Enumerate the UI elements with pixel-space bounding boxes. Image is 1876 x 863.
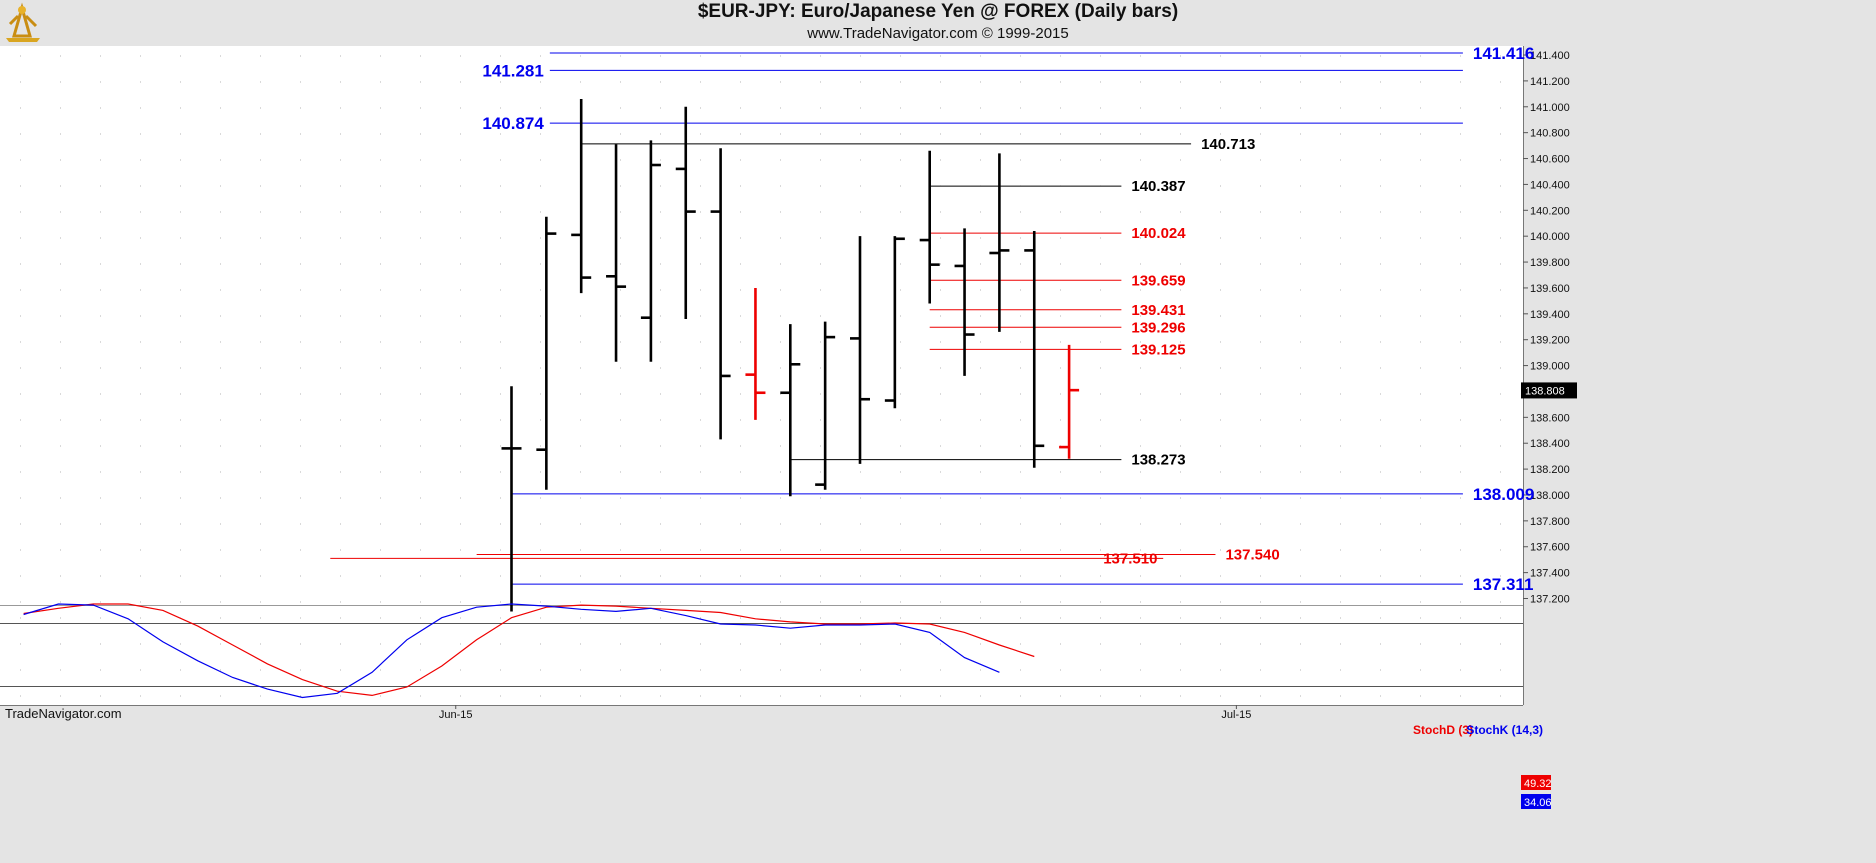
level-label: 137.540 bbox=[1225, 547, 1279, 564]
level-label: 139.431 bbox=[1131, 302, 1185, 319]
level-label: 137.510 bbox=[1103, 550, 1157, 567]
y-tick-label: 140.800 bbox=[1530, 128, 1570, 140]
stoch-value-tag bbox=[1521, 775, 1551, 790]
grid-dots bbox=[20, 55, 1501, 697]
price-panel bbox=[0, 46, 1523, 605]
stoch-value-label: 49.32 bbox=[1524, 778, 1552, 790]
stoch-legend-label: StochD (3) bbox=[1413, 723, 1473, 737]
x-tick-label: Jul-15 bbox=[1221, 709, 1251, 721]
y-tick-label: 139.200 bbox=[1530, 335, 1570, 347]
y-tick-label: 141.400 bbox=[1530, 50, 1570, 62]
level-label: 141.416 bbox=[1473, 44, 1534, 63]
stoch-legend-label: StochK (14,3) bbox=[1466, 723, 1543, 737]
y-tick-label: 138.600 bbox=[1530, 412, 1570, 424]
stoch-value-tag bbox=[1521, 794, 1551, 809]
level-label: 139.125 bbox=[1131, 341, 1185, 358]
stochastic-panel bbox=[0, 606, 1523, 705]
chart-title: $EUR-JPY: Euro/Japanese Yen @ FOREX (Dai… bbox=[697, 1, 1179, 22]
y-tick-label: 138.200 bbox=[1530, 464, 1570, 476]
chart-subtitle: www.TradeNavigator.com © 1999-2015 bbox=[807, 25, 1069, 42]
y-tick-label: 137.800 bbox=[1530, 516, 1570, 528]
level-label: 140.024 bbox=[1131, 225, 1186, 242]
y-tick-label: 140.600 bbox=[1530, 154, 1570, 166]
last-price-label: 138.808 bbox=[1525, 385, 1565, 397]
y-tick-label: 139.400 bbox=[1530, 309, 1570, 321]
level-label: 140.387 bbox=[1131, 178, 1185, 195]
y-tick-label: 141.000 bbox=[1530, 102, 1570, 114]
y-tick-label: 137.200 bbox=[1530, 594, 1570, 606]
level-label: 140.874 bbox=[482, 114, 544, 133]
level-label: 140.713 bbox=[1201, 136, 1255, 153]
y-tick-label: 139.600 bbox=[1530, 283, 1570, 295]
y-tick-label: 137.400 bbox=[1530, 568, 1570, 580]
y-tick-label: 140.000 bbox=[1530, 231, 1570, 243]
y-tick-label: 139.800 bbox=[1530, 257, 1570, 269]
level-label: 138.009 bbox=[1473, 485, 1534, 504]
stoch-value-label: 34.06 bbox=[1524, 797, 1552, 809]
y-tick-label: 139.000 bbox=[1530, 361, 1570, 373]
level-label: 141.281 bbox=[482, 61, 543, 80]
x-tick-label: Jun-15 bbox=[439, 709, 473, 721]
stoch-series-line bbox=[23, 603, 1000, 699]
y-tick-label: 138.000 bbox=[1530, 490, 1570, 502]
level-label: 137.311 bbox=[1473, 575, 1534, 594]
chart-header: $EUR-JPY: Euro/Japanese Yen @ FOREX (Dai… bbox=[0, 0, 1876, 46]
level-label: 138.273 bbox=[1131, 452, 1185, 469]
y-tick-label: 140.400 bbox=[1530, 179, 1570, 191]
level-label: 139.296 bbox=[1131, 319, 1185, 336]
y-tick-label: 137.600 bbox=[1530, 542, 1570, 554]
y-tick-label: 140.200 bbox=[1530, 205, 1570, 217]
watermark: TradeNavigator.com bbox=[5, 706, 122, 721]
level-label: 139.659 bbox=[1131, 272, 1185, 289]
y-tick-label: 138.400 bbox=[1530, 438, 1570, 450]
y-tick-label: 141.200 bbox=[1530, 76, 1570, 88]
stoch-series-line bbox=[23, 603, 1035, 697]
tradenavigator-logo-icon bbox=[6, 2, 40, 42]
last-price-tag bbox=[1521, 382, 1577, 399]
